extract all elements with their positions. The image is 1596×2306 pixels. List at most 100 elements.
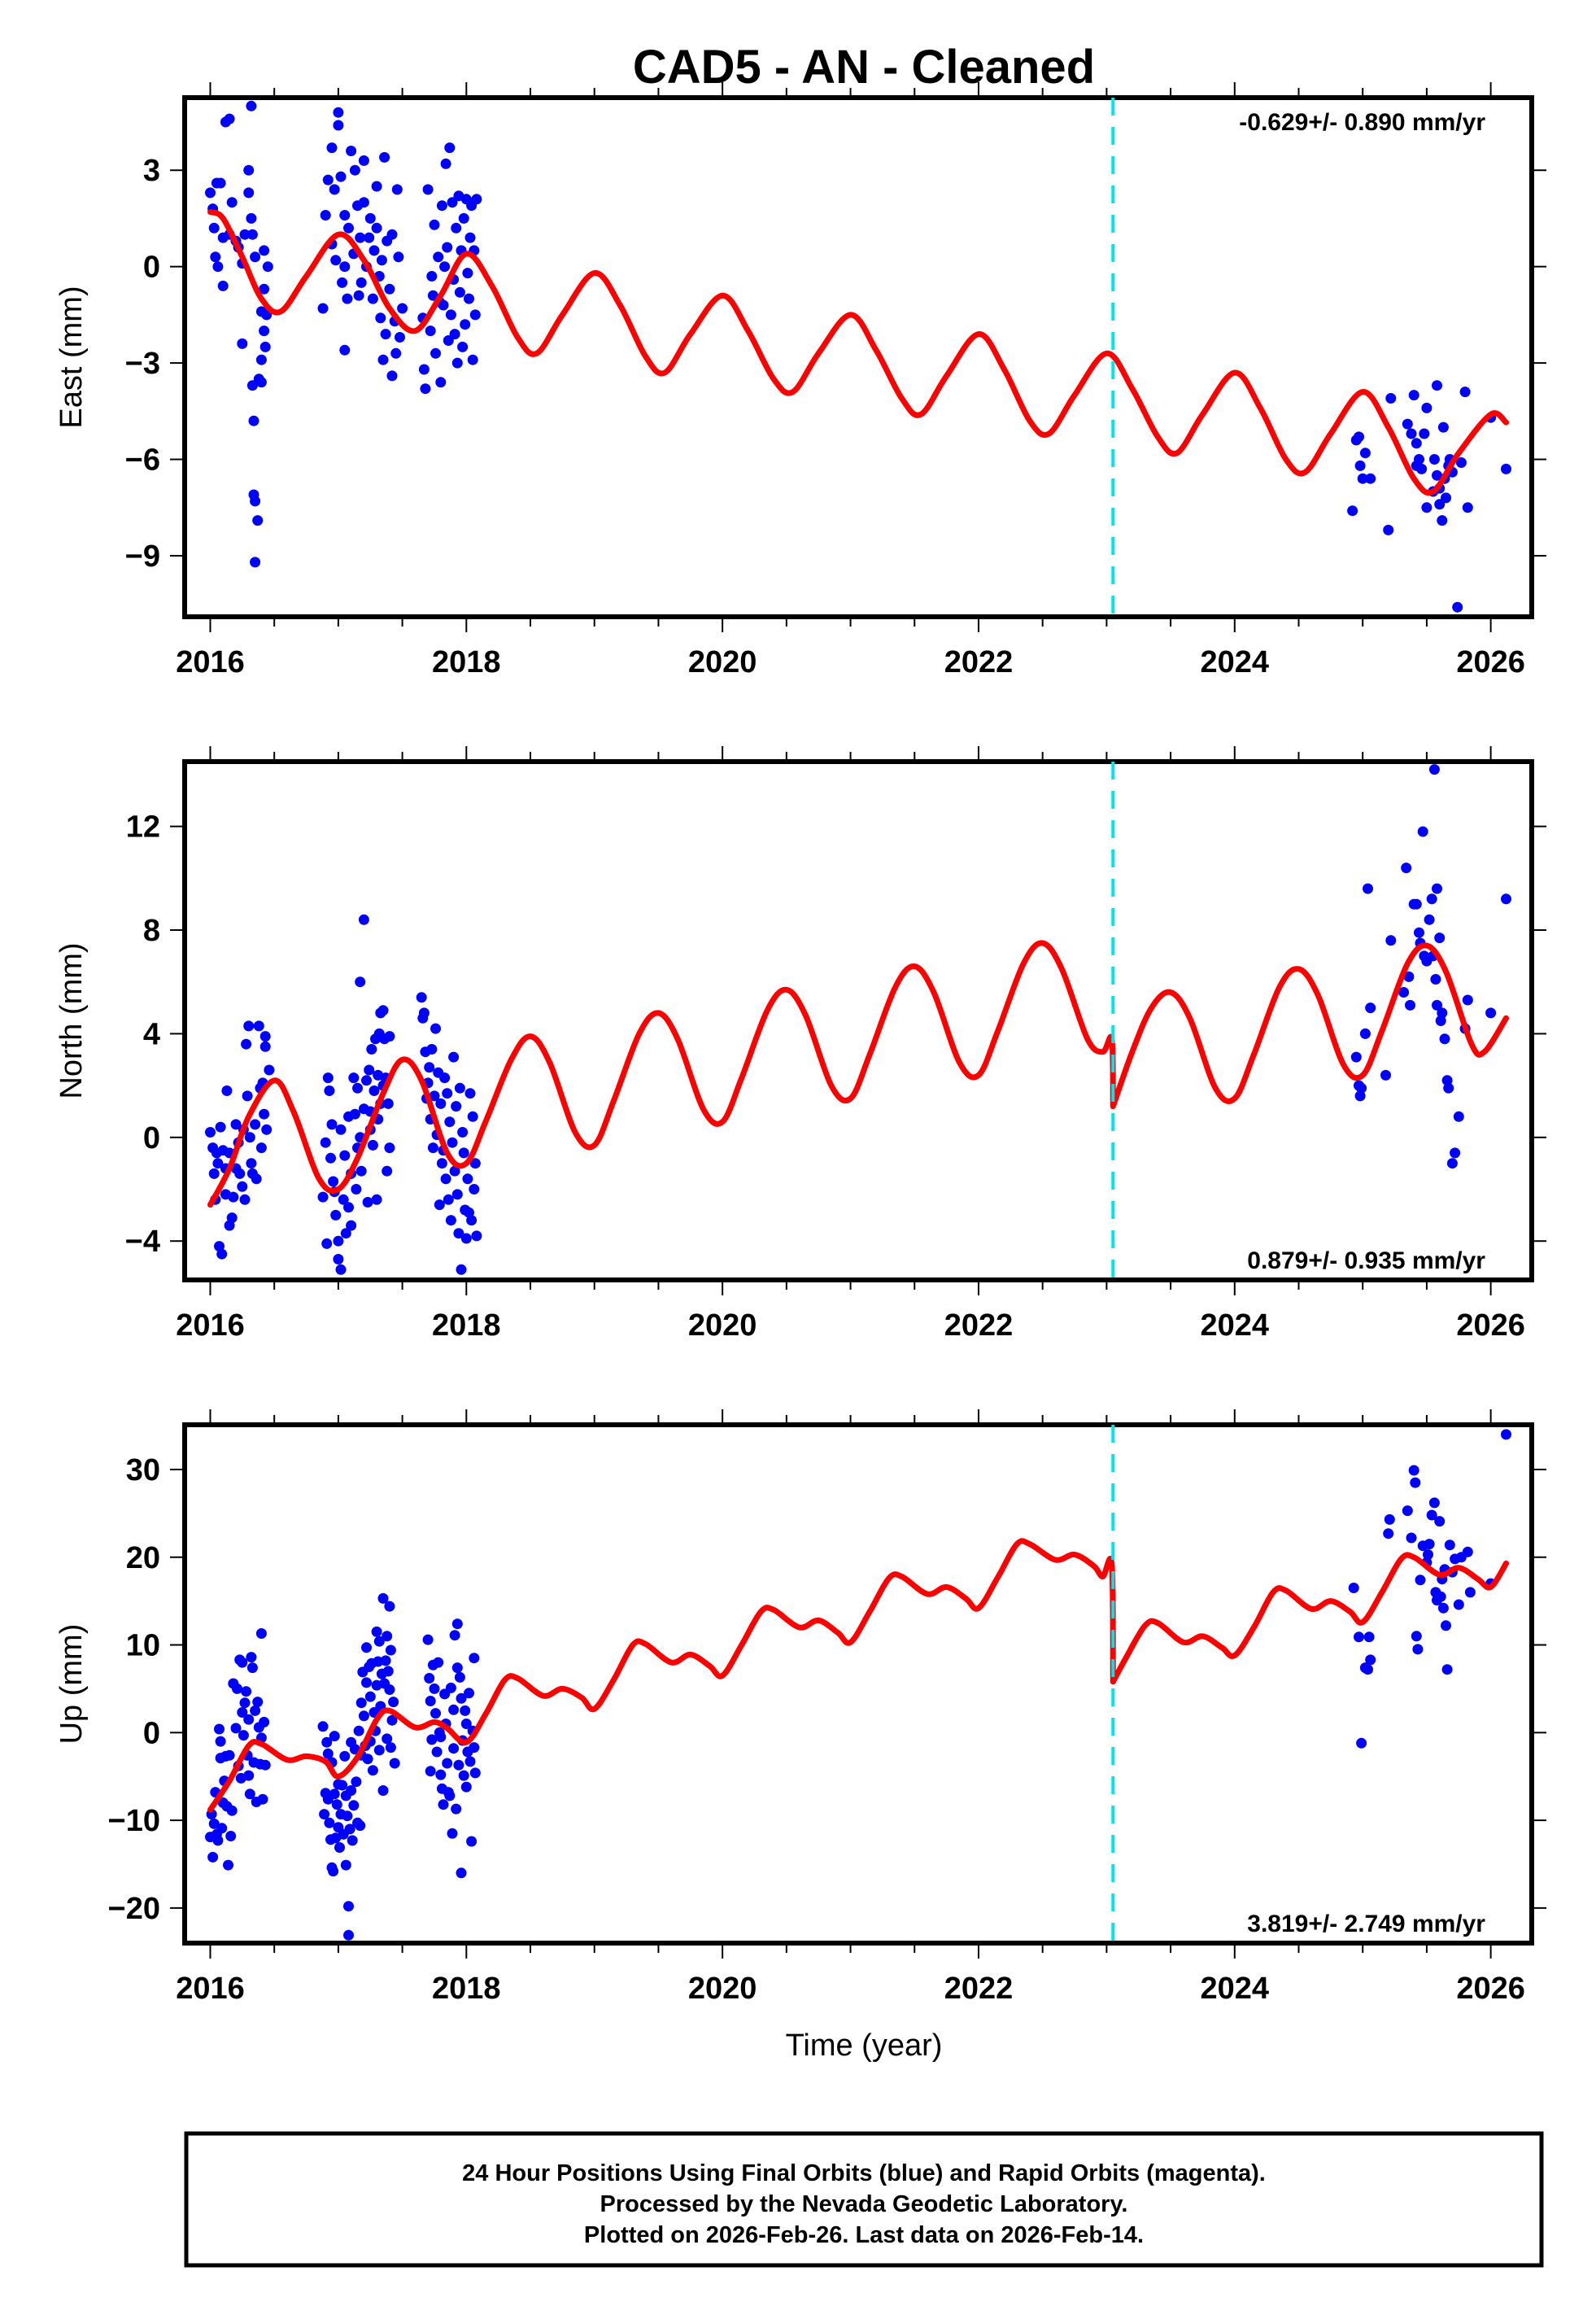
data-point <box>384 1601 395 1612</box>
data-point <box>333 107 344 118</box>
data-point <box>1459 387 1471 398</box>
data-point <box>1430 974 1441 985</box>
data-point <box>379 151 390 163</box>
data-point <box>241 1038 252 1050</box>
data-point <box>1411 1631 1422 1642</box>
data-point <box>208 222 220 234</box>
data-point <box>425 1766 436 1777</box>
data-point <box>207 1851 219 1863</box>
data-point <box>1359 448 1371 459</box>
data-point <box>444 1116 456 1128</box>
data-point <box>362 1754 373 1765</box>
data-point <box>246 229 258 240</box>
data-point <box>349 1108 360 1120</box>
data-point <box>321 1238 333 1249</box>
data-point <box>326 142 338 154</box>
data-point <box>460 319 471 330</box>
data-point <box>358 155 369 166</box>
data-point <box>224 1749 235 1761</box>
data-point <box>217 280 229 291</box>
data-point <box>466 1215 477 1226</box>
data-point <box>429 219 440 230</box>
data-point <box>454 1082 465 1094</box>
data-point <box>1434 1516 1446 1527</box>
data-point <box>444 142 456 154</box>
data-point <box>1406 428 1417 439</box>
data-point <box>469 1653 480 1664</box>
data-point <box>443 335 454 346</box>
data-point <box>430 1708 441 1719</box>
data-point <box>259 1108 270 1120</box>
x-tick-label: 2026 <box>1456 1972 1525 2006</box>
data-point <box>436 1158 447 1169</box>
data-point <box>1385 935 1397 946</box>
data-point <box>447 1828 458 1839</box>
panel-up: 2016 2018 2020 2022 2024 2026 30 20 10 0 −10 −20 Up… <box>55 1409 1546 2006</box>
data-point <box>322 1748 334 1759</box>
data-point <box>208 1818 220 1829</box>
data-point <box>212 1158 224 1169</box>
data-point <box>324 1085 335 1096</box>
data-point <box>1384 1513 1395 1525</box>
y-tick-label: −4 <box>125 1225 160 1259</box>
data-point <box>391 184 403 195</box>
chart-title: CAD5 - AN - Cleaned <box>633 41 1095 94</box>
data-point <box>223 1859 233 1871</box>
data-point <box>1410 1477 1421 1488</box>
data-point <box>397 303 408 314</box>
data-point <box>422 184 434 195</box>
data-point <box>362 1197 373 1208</box>
data-point <box>234 1168 246 1179</box>
data-point <box>467 1111 478 1122</box>
x-tick-label: 2026 <box>1456 645 1525 679</box>
data-point <box>228 1191 239 1203</box>
data-point <box>1435 1591 1446 1602</box>
data-point <box>462 1173 473 1185</box>
x-tick-label: 2022 <box>944 645 1014 679</box>
data-point <box>224 113 235 124</box>
data-point <box>1356 1082 1367 1094</box>
data-point <box>418 1007 430 1019</box>
data-point <box>436 200 447 212</box>
data-point <box>429 1090 440 1102</box>
data-point <box>252 1697 264 1708</box>
data-point <box>464 293 474 304</box>
data-point <box>335 1264 347 1275</box>
data-point <box>448 1743 460 1754</box>
data-point <box>331 1799 342 1810</box>
data-point <box>389 1758 400 1769</box>
data-point <box>368 245 380 256</box>
data-point <box>464 1088 476 1099</box>
data-point <box>1437 1602 1449 1614</box>
data-point <box>1421 502 1432 513</box>
data-point <box>1348 1583 1359 1593</box>
data-point <box>242 1090 253 1102</box>
data-point <box>351 1184 362 1194</box>
data-point <box>384 283 395 295</box>
data-point <box>328 1866 339 1877</box>
north-y-axis-label: North (mm) <box>55 942 89 1098</box>
data-point <box>1432 999 1442 1011</box>
data-point <box>377 1592 389 1604</box>
data-point <box>255 354 267 365</box>
data-point <box>1365 1002 1376 1014</box>
data-point <box>335 171 347 182</box>
data-point <box>361 1677 372 1688</box>
data-point <box>257 1793 268 1805</box>
data-point <box>339 344 351 356</box>
data-point <box>361 1642 372 1653</box>
data-point <box>1444 1540 1455 1551</box>
data-point <box>205 187 216 199</box>
data-point <box>451 357 463 369</box>
data-point <box>424 1673 435 1684</box>
up-data-points <box>205 1429 1511 1941</box>
data-point <box>1385 393 1397 404</box>
data-point <box>1359 1028 1371 1039</box>
plot-frame <box>182 759 1534 1282</box>
data-point <box>259 1041 271 1052</box>
data-point <box>440 1173 451 1185</box>
data-point <box>255 1142 267 1154</box>
data-point <box>339 261 351 273</box>
data-point <box>1363 1664 1373 1675</box>
data-point <box>1383 524 1394 535</box>
